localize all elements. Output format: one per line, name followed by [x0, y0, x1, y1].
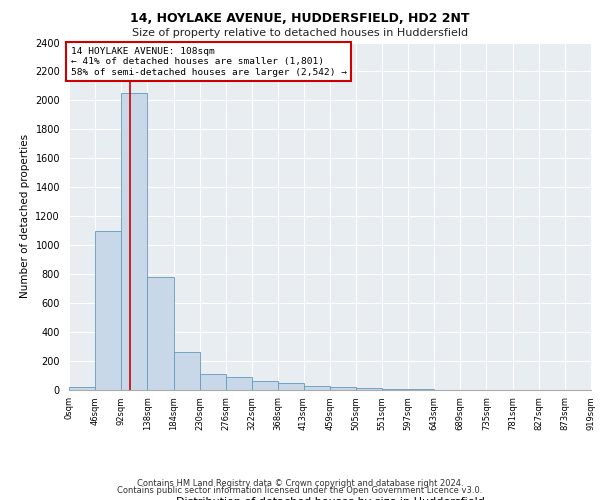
Text: 14, HOYLAKE AVENUE, HUDDERSFIELD, HD2 2NT: 14, HOYLAKE AVENUE, HUDDERSFIELD, HD2 2N…: [130, 12, 470, 26]
Bar: [330, 387, 356, 390]
Bar: [226, 377, 252, 390]
Text: 14 HOYLAKE AVENUE: 108sqm
← 41% of detached houses are smaller (1,801)
58% of se: 14 HOYLAKE AVENUE: 108sqm ← 41% of detac…: [71, 47, 347, 76]
Bar: [278, 383, 304, 390]
Bar: [121, 93, 148, 390]
Bar: [382, 389, 408, 390]
Bar: [200, 374, 226, 390]
Bar: [173, 352, 200, 390]
Text: Contains public sector information licensed under the Open Government Licence v3: Contains public sector information licen…: [118, 486, 482, 495]
Bar: [252, 380, 278, 390]
Y-axis label: Number of detached properties: Number of detached properties: [20, 134, 29, 298]
Bar: [148, 277, 173, 390]
Bar: [304, 386, 330, 390]
Bar: [69, 387, 95, 390]
Text: Contains HM Land Registry data © Crown copyright and database right 2024.: Contains HM Land Registry data © Crown c…: [137, 478, 463, 488]
Bar: [356, 388, 382, 390]
Text: Size of property relative to detached houses in Huddersfield: Size of property relative to detached ho…: [132, 28, 468, 38]
X-axis label: Distribution of detached houses by size in Huddersfield: Distribution of detached houses by size …: [176, 497, 484, 500]
Bar: [95, 230, 121, 390]
